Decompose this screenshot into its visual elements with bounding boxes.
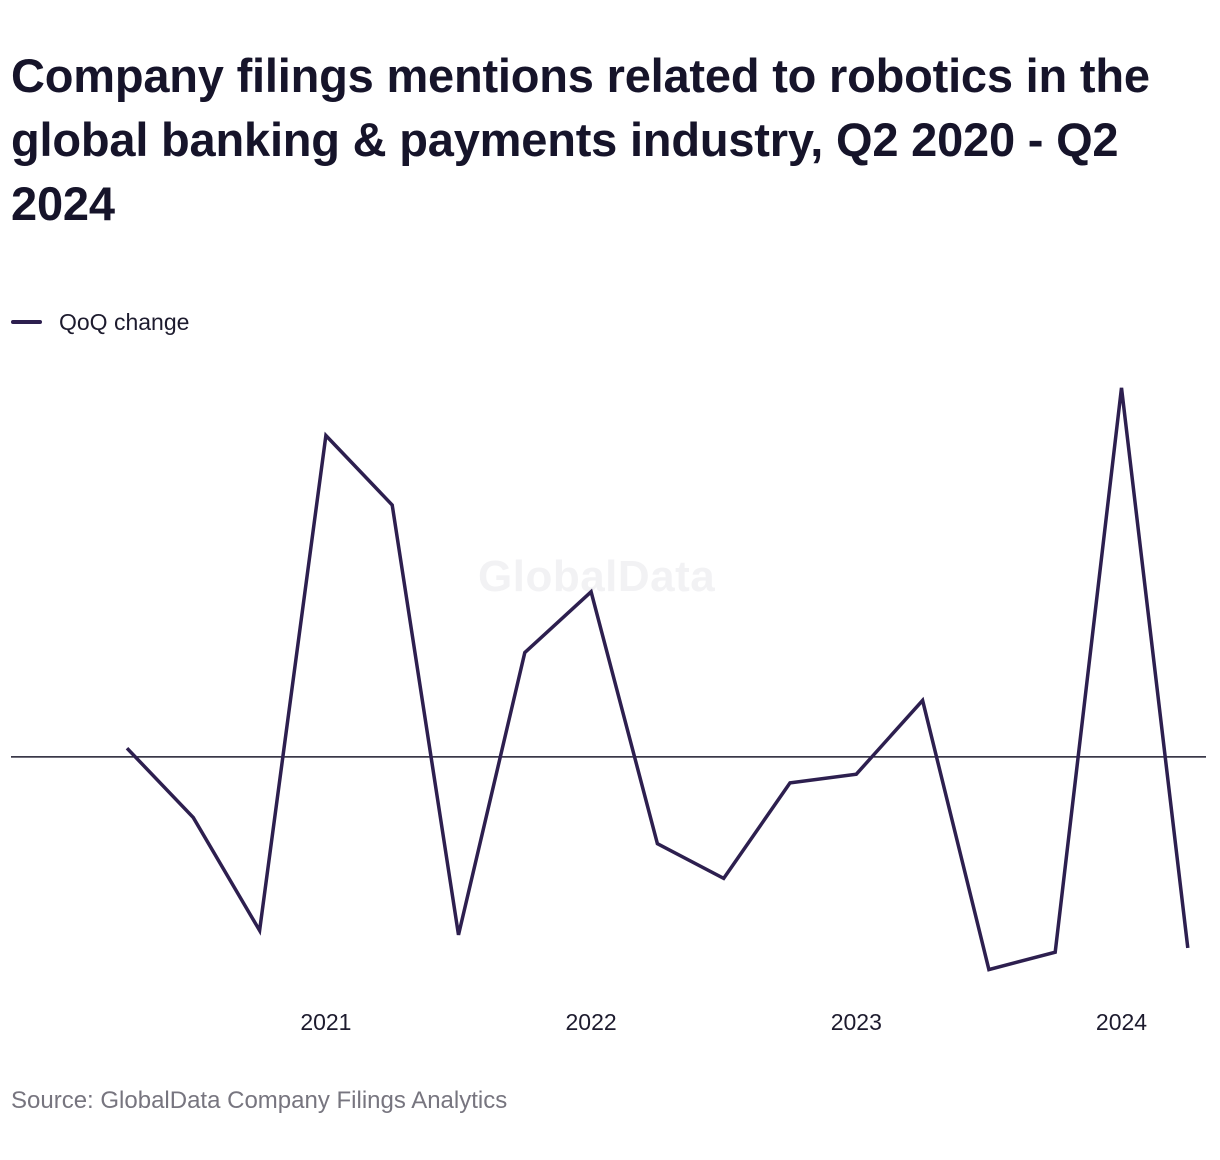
data-point <box>786 779 794 787</box>
data-point <box>653 840 661 848</box>
x-tick-label: 2023 <box>831 1009 882 1035</box>
data-point <box>123 744 131 752</box>
legend-swatch <box>11 320 42 324</box>
data-point <box>388 501 396 509</box>
data-point <box>1184 944 1192 952</box>
x-tick-label: 2021 <box>300 1009 351 1035</box>
data-point <box>455 931 463 939</box>
source-note: Source: GlobalData Company Filings Analy… <box>11 1087 508 1114</box>
legend: QoQ change <box>11 306 189 338</box>
data-point <box>1118 384 1126 392</box>
data-point <box>985 966 993 974</box>
data-point <box>1051 948 1059 956</box>
data-point <box>256 927 264 935</box>
data-point <box>919 696 927 704</box>
data-point <box>521 649 529 657</box>
data-point <box>720 874 728 882</box>
chart-title: Company filings mentions related to robo… <box>11 49 1150 230</box>
x-tick-label: 2022 <box>566 1009 617 1035</box>
x-tick-label: 2024 <box>1096 1009 1147 1035</box>
data-point <box>322 432 330 440</box>
data-point <box>852 770 860 778</box>
line-chart: 2021 2022 2023 2024 <box>11 384 1206 1035</box>
watermark: GlobalData <box>478 552 716 601</box>
data-point <box>587 588 595 596</box>
data-point <box>189 814 197 822</box>
legend-label: QoQ change <box>59 308 190 335</box>
series-line-0 <box>125 387 1190 972</box>
